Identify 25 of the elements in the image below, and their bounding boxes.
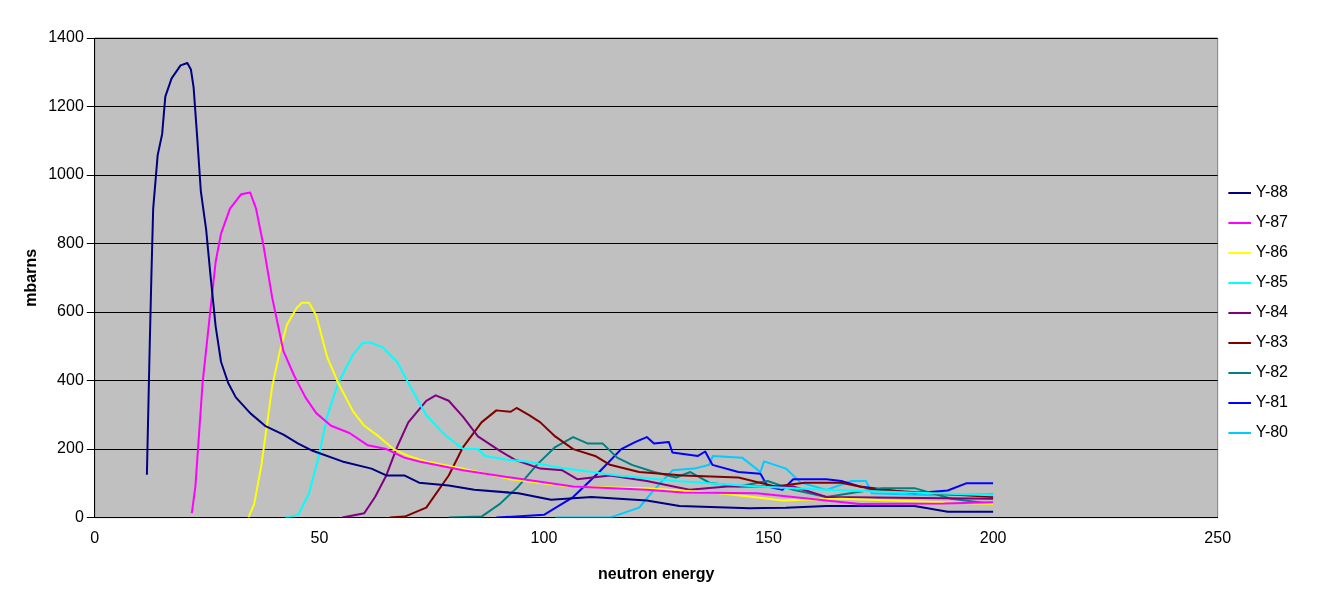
x-tick-label: 100 xyxy=(530,528,558,546)
x-tick-label: 150 xyxy=(755,528,782,546)
legend-label: Y-87 xyxy=(1255,213,1289,231)
x-tick-label: 50 xyxy=(310,528,329,546)
x-tick-label: 0 xyxy=(90,528,100,546)
legend-label: Y-81 xyxy=(1255,393,1289,411)
x-axis-title: neutron energy xyxy=(598,564,715,582)
y-tick-label: 0 xyxy=(74,508,84,526)
legend-label: Y-86 xyxy=(1255,243,1289,261)
y-tick-label: 200 xyxy=(57,439,84,457)
legend-label: Y-88 xyxy=(1255,183,1289,201)
legend-label: Y-84 xyxy=(1255,303,1289,321)
legend-label: Y-80 xyxy=(1255,423,1289,441)
x-tick-label: 200 xyxy=(979,528,1007,546)
legend-label: Y-85 xyxy=(1255,273,1289,291)
y-tick-label: 400 xyxy=(57,370,84,388)
y-tick-label: 1200 xyxy=(48,96,84,114)
y-tick-label: 1000 xyxy=(48,165,84,183)
y-tick-label: 1400 xyxy=(48,28,84,46)
y-axis-title: mbarns xyxy=(22,248,40,307)
x-tick-label: 250 xyxy=(1204,528,1232,546)
legend-label: Y-83 xyxy=(1255,333,1289,351)
y-tick-label: 800 xyxy=(57,233,84,251)
legend-label: Y-82 xyxy=(1255,363,1289,381)
y-tick-label: 600 xyxy=(57,302,84,320)
